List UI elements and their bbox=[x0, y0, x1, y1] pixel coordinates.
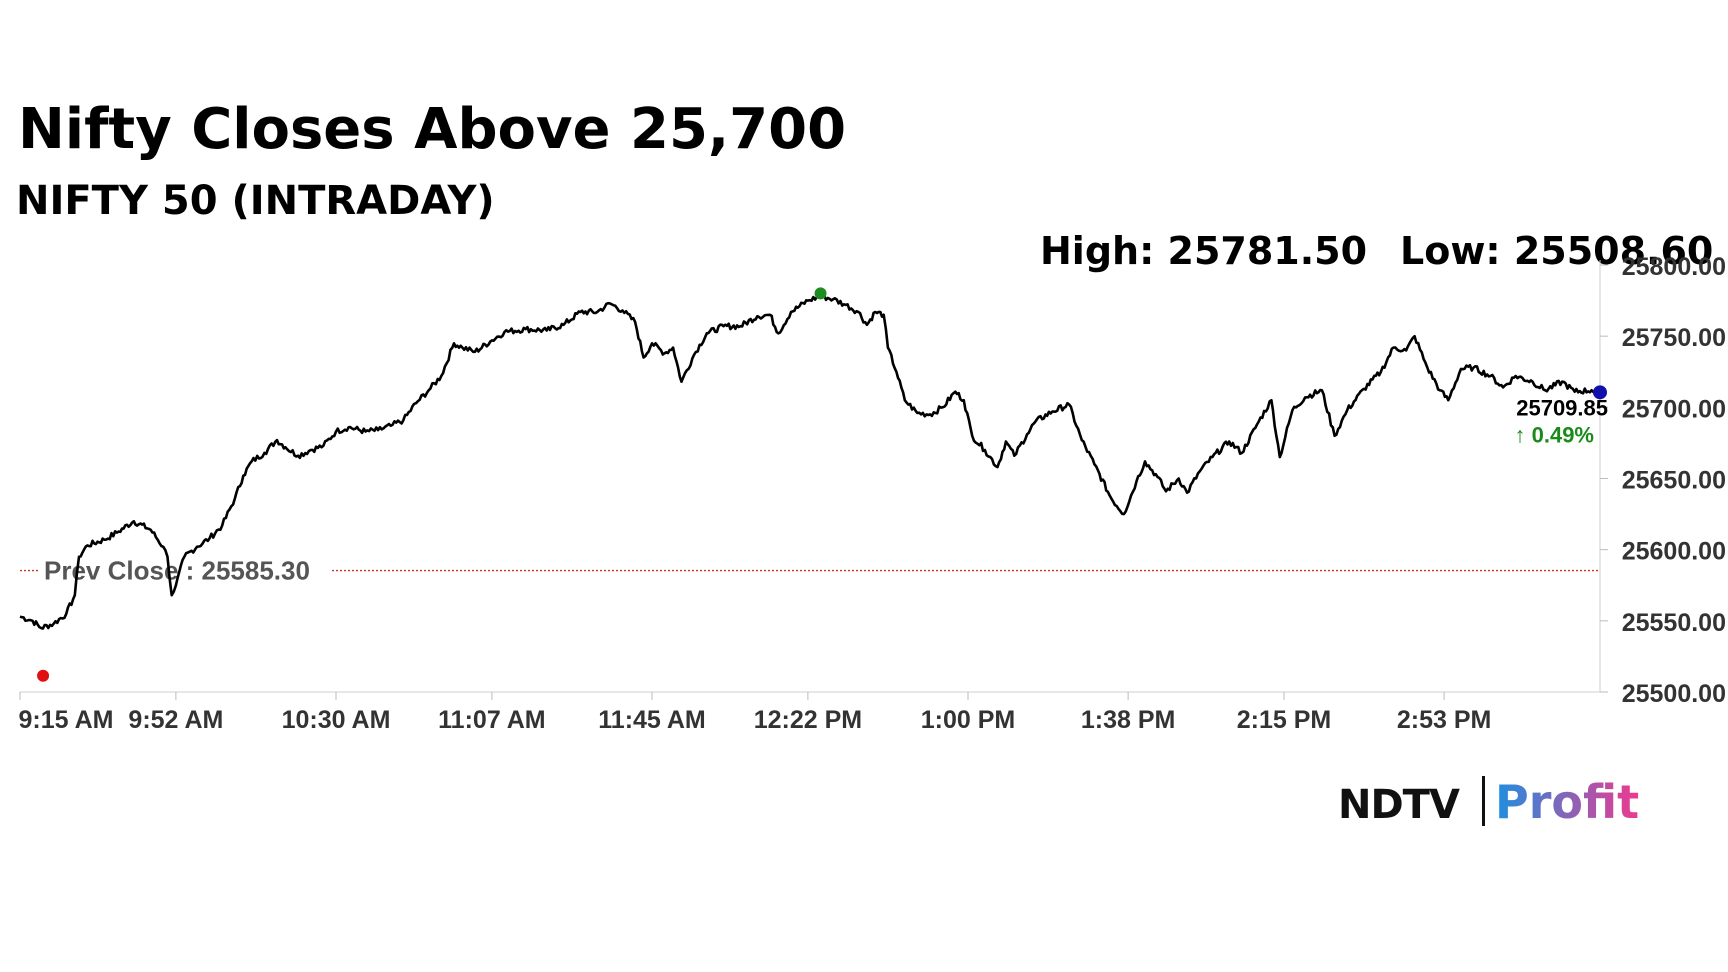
x-tick-label: 2:53 PM bbox=[1397, 706, 1491, 734]
chart-title: Nifty Closes Above 25,700 bbox=[18, 97, 846, 162]
x-tick-label: 1:38 PM bbox=[1081, 706, 1175, 734]
last-value-label: 25709.85 bbox=[1516, 395, 1608, 420]
high-marker bbox=[814, 287, 827, 300]
y-tick-label: 25750.00 bbox=[1622, 324, 1726, 352]
y-tick-label: 25550.00 bbox=[1622, 609, 1726, 637]
last-marker bbox=[1593, 385, 1607, 400]
brand-profit: Profit bbox=[1495, 775, 1639, 829]
x-tick-label: 12:22 PM bbox=[754, 706, 862, 734]
x-tick-label: 9:52 AM bbox=[128, 706, 223, 734]
x-tick-label: 1:00 PM bbox=[921, 706, 1015, 734]
chart-subtitle: NIFTY 50 (INTRADAY) bbox=[16, 178, 495, 224]
change-label: ↑ 0.49% bbox=[1515, 422, 1595, 447]
low-marker bbox=[37, 669, 50, 682]
x-tick-label: 10:30 AM bbox=[282, 706, 391, 734]
y-tick-label: 25800.00 bbox=[1622, 253, 1726, 281]
low-label: Low: 25508.60 bbox=[1400, 229, 1713, 273]
x-tick-label: 11:45 AM bbox=[598, 706, 705, 734]
ndtv-profit-logo: NDTV Profit bbox=[1338, 775, 1639, 829]
x-tick-label: 11:07 AM bbox=[438, 706, 545, 734]
x-tick-label: 9:15 AM bbox=[19, 706, 114, 734]
y-axis: 25500.00 25550.00 25600.00 25650.00 25700.00… bbox=[1599, 253, 1726, 708]
y-tick-label: 25500.00 bbox=[1622, 680, 1726, 708]
x-axis: 9:15 AM 9:52 AM 10:30 AM 11:07 AM 11:45 AM 12… bbox=[19, 691, 1600, 734]
price-series-line bbox=[19, 293, 1602, 630]
high-label: High: 25781.50 bbox=[1040, 229, 1367, 273]
y-tick-label: 25700.00 bbox=[1622, 395, 1726, 423]
x-tick-label: 2:15 PM bbox=[1237, 706, 1331, 734]
brand-divider bbox=[1482, 776, 1485, 826]
y-tick-label: 25600.00 bbox=[1622, 538, 1726, 566]
brand-ndtv: NDTV bbox=[1338, 782, 1460, 828]
y-tick-label: 25650.00 bbox=[1622, 467, 1726, 495]
